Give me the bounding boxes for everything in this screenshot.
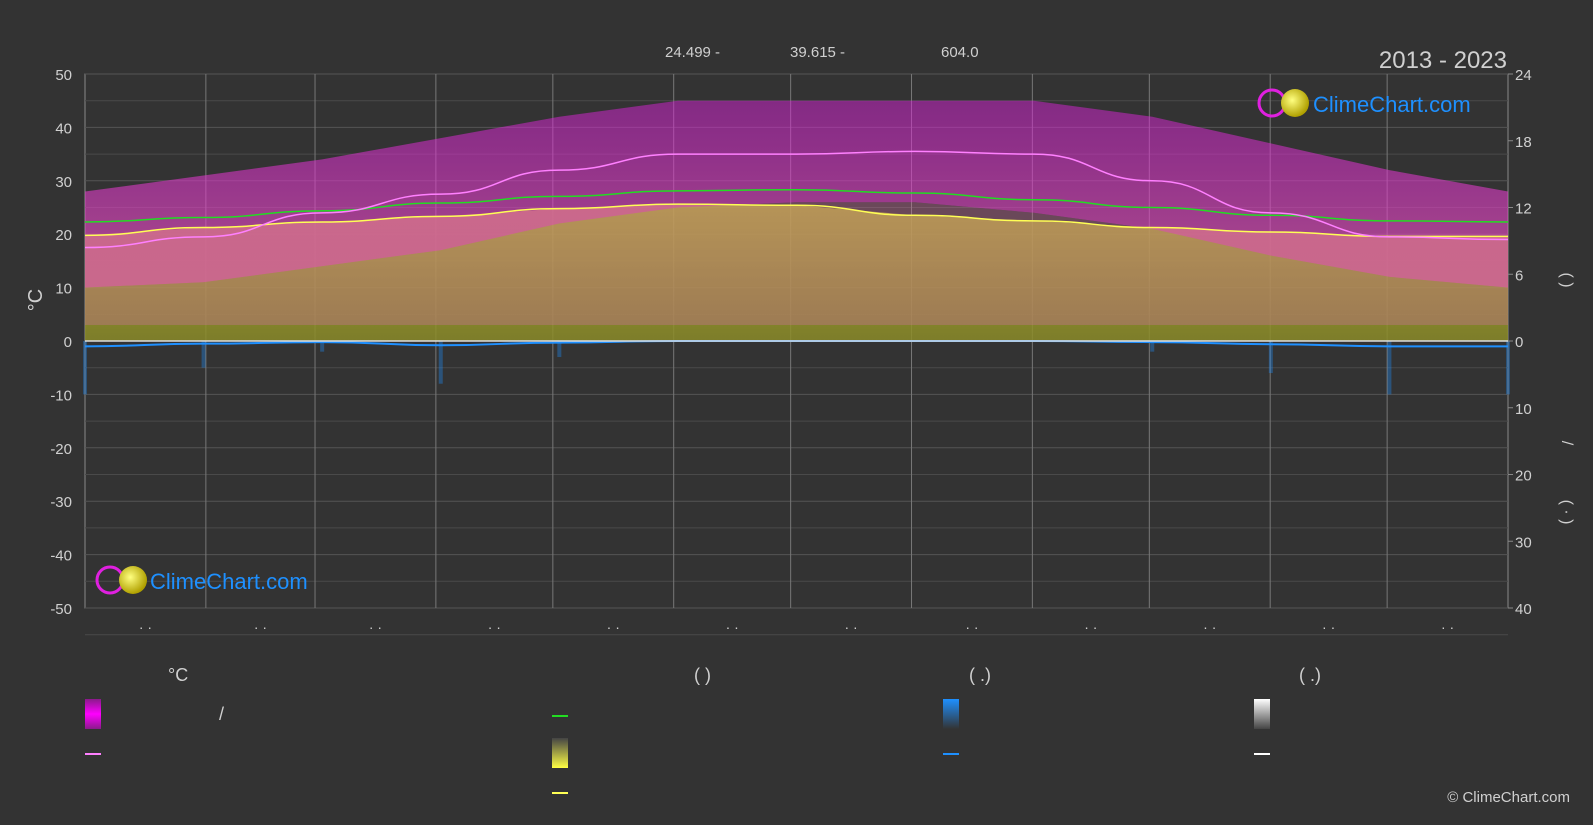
x-month-label: · · (1084, 619, 1097, 635)
rain-bar (201, 341, 206, 368)
legend-temp-range-swatch (85, 699, 101, 729)
legend-snow-header: ( .) (1299, 665, 1321, 685)
y-tick-label: 50 (55, 67, 72, 84)
chart-areas (83, 100, 1510, 395)
logo-sun-icon (1281, 89, 1309, 117)
daylight-line (84, 188, 1509, 223)
sunshine-line (84, 203, 1508, 238)
y2-upper-tick-label: 12 (1515, 201, 1532, 218)
y2-lower-label: ( · ) (1558, 500, 1575, 525)
y-tick-label: 40 (55, 120, 72, 137)
y2-lower-tick-label: 10 (1515, 401, 1532, 418)
x-month-label: · · (369, 619, 382, 635)
x-month-label: · · (844, 619, 857, 635)
y-tick-label: -40 (50, 548, 72, 565)
y2-lower-slash: / (1558, 441, 1575, 446)
y-tick-label: -10 (50, 387, 72, 404)
chart-lines (84, 150, 1509, 348)
mean-temperature-line (84, 150, 1509, 249)
y-axis-label: °C (25, 289, 47, 311)
y-tick-label: -30 (50, 494, 72, 511)
x-month-label: · · (1441, 619, 1454, 635)
longitude-value: 39.615 - (790, 44, 845, 61)
latitude-value: 24.499 - (665, 44, 720, 61)
axis-ticks: 50 40 30 20 10 0 -10 -20 -30 -40 -50 24 18 12 6 0 10 20 30… (50, 67, 1531, 635)
y-tick-label: -20 (50, 441, 72, 458)
logo-text: ClimeChart.com (1313, 92, 1471, 117)
y2-upper-tick-label: 0 (1515, 334, 1523, 351)
legend-rain-header: ( .) (969, 665, 991, 685)
y2-lower-tick-label: 20 (1515, 468, 1532, 485)
y2-upper-tick-label: 18 (1515, 134, 1532, 151)
copyright: © ClimeChart.com (1447, 789, 1570, 806)
y2-upper-label: ( ) (1558, 272, 1575, 287)
y-tick-label: 0 (64, 334, 72, 351)
y-tick-label: 10 (55, 281, 72, 298)
x-month-label: · · (1322, 619, 1335, 635)
rain-bar (1268, 341, 1273, 374)
y-tick-label: 30 (55, 174, 72, 191)
legend: °C ( ) ( .) ( .) / (85, 665, 1321, 794)
logo-sun-icon (119, 566, 147, 594)
rain-bar (1506, 341, 1510, 395)
rain-bar (320, 341, 325, 352)
rain-bar (1150, 341, 1155, 352)
temperature-range-band (85, 100, 1508, 288)
rain-bar (1387, 341, 1392, 395)
rain-line (84, 339, 1508, 348)
logo-top: ClimeChart.com (1257, 88, 1471, 118)
legend-temp-header: °C (168, 665, 188, 685)
legend-sun-header: ( ) (694, 665, 711, 685)
y-tick-label: 20 (55, 227, 72, 244)
elevation-value: 604.0 (941, 44, 979, 61)
rain-bar (83, 341, 87, 395)
temperature-low-band (85, 202, 1508, 325)
y2-upper-tick-label: 6 (1515, 267, 1523, 284)
rain-bar (557, 341, 562, 358)
x-month-label: · · (607, 619, 620, 635)
logo-bottom: ClimeChart.com (95, 565, 308, 595)
legend-snow-swatch (1254, 699, 1270, 729)
y2-lower-tick-label: 30 (1515, 534, 1532, 551)
x-month-label: · · (965, 619, 978, 635)
rain-bar (438, 341, 443, 384)
x-month-label: · · (726, 619, 739, 635)
x-month-label: · · (254, 619, 267, 635)
x-month-label: · · (488, 619, 501, 635)
y-tick-label: -50 (50, 601, 72, 618)
x-month-label: · · (139, 619, 152, 635)
y2-upper-tick-label: 24 (1515, 67, 1532, 84)
year-range: 2013 - 2023 (1379, 47, 1507, 74)
legend-rain-swatch (943, 699, 959, 729)
legend-sunshine-swatch (552, 738, 568, 768)
y2-lower-tick-label: 40 (1515, 601, 1532, 618)
logo-text: ClimeChart.com (150, 569, 308, 594)
legend-temp-range-label: / (219, 704, 224, 724)
x-month-label: · · (1203, 619, 1216, 635)
